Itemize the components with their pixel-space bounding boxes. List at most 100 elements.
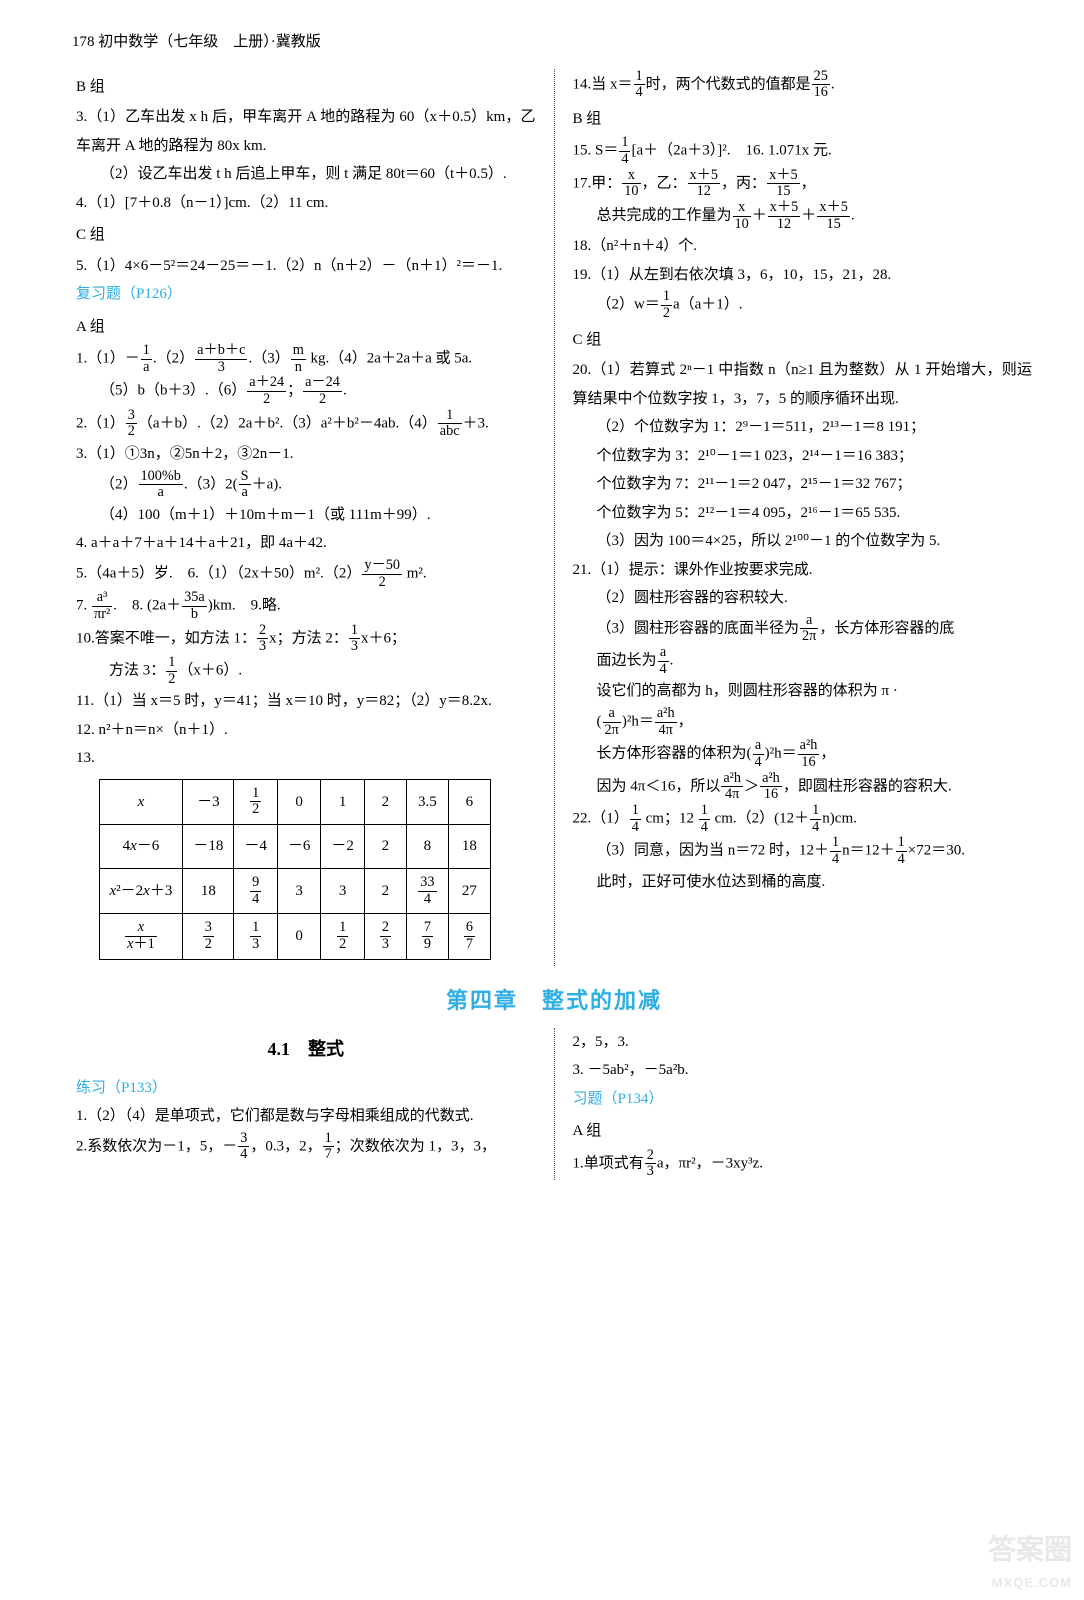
q17e-txt: 总共完成的工作量为 [597, 208, 732, 224]
a11: 11.（1）当 x＝5 时，y＝41；当 x＝10 时，y＝82；（2）y＝8.… [76, 687, 536, 716]
q21-5-txt: 长方体形容器的体积为 [597, 746, 747, 762]
watermark: 答案圈MXQE.COM [988, 1536, 1072, 1592]
td: 12 [321, 914, 365, 959]
q17: 17.甲：x10，乙：x＋512，丙：x＋515， [573, 168, 1033, 200]
r3b: a，πr²，－3xy³z. [657, 1155, 763, 1171]
q21-5b: h＝ [774, 746, 797, 762]
a4: 4. a＋a＋7＋a＋14＋a＋21，即 4a＋42. [76, 529, 536, 558]
td: 18 [448, 825, 490, 869]
q22-3: （3）同意，因为当 n＝72 时，12＋14n＝12＋14×72＝30. [573, 835, 1033, 867]
td: 2 [364, 869, 406, 914]
a3: 3.（1）①3n，②5n＋2，③2n－1. [76, 440, 536, 469]
td: 67 [448, 914, 490, 959]
td: 4x－6 [99, 825, 183, 869]
a2b: （a＋b）.（2）2a＋b².（3）a²＋b²－4ab.（4） [138, 415, 437, 431]
q14-txt: 14.当 x＝ [573, 76, 633, 92]
lower-columns: 4.1 整式 练习（P133） 1.（2）（4）是单项式，它们都是数与字母相乘组… [72, 1028, 1036, 1180]
td: 2 [364, 825, 406, 869]
q13-table: x －3 12 0 1 2 3.5 6 4x－6 －18 －4 －6 －2 2 … [99, 779, 491, 960]
a7-txt: 7. [76, 598, 91, 614]
td: 3 [277, 869, 321, 914]
l2: 2.系数依次为－1，5，－34，0.3，2，17；次数依次为 1，3，3， [76, 1131, 536, 1163]
td: －4 [234, 825, 278, 869]
l2b: ，0.3，2， [250, 1138, 321, 1154]
lianxi-link: 练习（P133） [76, 1074, 536, 1103]
q21-5c: ， [820, 746, 835, 762]
q17f: ＋ [752, 208, 767, 224]
a2c: ＋3. [463, 415, 489, 431]
td: 94 [234, 869, 278, 914]
a12: 12. n²＋n＝n×（n＋1）. [76, 716, 536, 745]
xiti-link: 习题（P134） [573, 1085, 1033, 1114]
q21-6: 因为 4π＜16，所以a²h4π＞a²h16，即圆柱形容器的容积大. [573, 771, 1033, 803]
a2: 2.（1）32（a＋b）.（2）2a＋b².（3）a²＋b²－4ab.（4）1a… [76, 408, 536, 440]
q17b: ，乙： [642, 175, 687, 191]
a1c: .（3） [248, 351, 289, 367]
a3-2: （2）100%ba.（3）2(Sa＋a). [76, 469, 536, 501]
a10d: 方法 3：12（x＋6）. [76, 655, 536, 687]
table-header-row: x －3 12 0 1 2 3.5 6 [99, 779, 490, 824]
q17g: ＋ [801, 208, 816, 224]
group-a-label: A 组 [76, 313, 536, 342]
a1-txt: 1.（1）－ [76, 351, 140, 367]
column-divider [554, 69, 555, 966]
q5: 5.（1）4×6－5²＝24－25＝－1.（2）n（n＋2）－（n＋1）²＝－1… [76, 252, 536, 281]
q17d: ， [801, 175, 816, 191]
td: 13 [234, 914, 278, 959]
q21-3-txt: （3）圆柱形容器的底面半径为 [597, 620, 800, 636]
q20-2d: 个位数字为 5：2¹²－1＝4 095，2¹⁶－1＝65 535. [573, 499, 1033, 528]
r3: 1.单项式有23a，πr²，－3xy³z. [573, 1148, 1033, 1180]
td: 3 [321, 869, 365, 914]
a7b: . 8. [113, 598, 147, 614]
th: －3 [183, 779, 234, 824]
q20-3: （3）因为 100＝4×25，所以 2¹⁰⁰－1 的个位数字为 5. [573, 527, 1033, 556]
a2-txt: 2.（1） [76, 415, 125, 431]
th: 1 [321, 779, 365, 824]
q20-1: 20.（1）若算式 2ⁿ－1 中指数 n（n≥1 且为整数）从 1 开始增大，则… [573, 356, 1033, 413]
left-column: B 组 3.（1）乙车出发 x h 后，甲车离开 A 地的路程为 60（x＋0.… [72, 69, 550, 966]
a1: 1.（1）－1a.（2）a＋b＋c3.（3）mn kg.（4）2a＋2a＋a 或… [76, 343, 536, 375]
table-row: xx＋1 32 13 0 12 23 79 67 [99, 914, 490, 959]
group-b-r: B 组 [573, 105, 1033, 134]
a5-txt: 5.（4a＋5）岁. 6.（1）（2x＋50）m².（2） [76, 565, 361, 581]
q4: 4.（1）[7＋0.8（n－1）]cm.（2）11 cm. [76, 189, 536, 218]
a3-2a: （2） [100, 476, 138, 492]
q14b: 时，两个代数式的值都是 [646, 76, 811, 92]
td: x²－2x＋3 [99, 869, 183, 914]
fuxi-link: 复习题（P126） [76, 280, 536, 309]
group-c-r: C 组 [573, 326, 1033, 355]
td: 27 [448, 869, 490, 914]
td: 18 [183, 869, 234, 914]
a3-2c: . [278, 476, 282, 492]
lower-divider [554, 1028, 555, 1180]
q15-txt: 15. S＝ [573, 143, 619, 159]
q20-2c: 个位数字为 7：2¹¹－1＝2 047，2¹⁵－1＝32 767； [573, 470, 1033, 499]
q19-2: （2）w＝12a（a＋1）. [573, 289, 1033, 321]
a1e-txt: （5）b（b＋3）.（6） [100, 383, 246, 399]
q15b: [a＋（2a＋3）]². 16. 1.071x 元. [631, 143, 831, 159]
section-title: 4.1 整式 [76, 1032, 536, 1066]
a3-2b: .（3）2 [184, 476, 233, 492]
q22c: cm.（2） [711, 811, 774, 827]
a13: 13. [76, 744, 536, 773]
td: 32 [183, 914, 234, 959]
q17-txt: 17.甲： [573, 175, 622, 191]
q3-2: （2）设乙车出发 t h 后追上甲车，则 t 满足 80t＝60（t＋0.5）. [76, 160, 536, 189]
td: －18 [183, 825, 234, 869]
group-b-label: B 组 [76, 73, 536, 102]
td: 79 [406, 914, 448, 959]
a10b: x；方法 2： [269, 630, 348, 646]
l1: 1.（2）（4）是单项式，它们都是数与字母相乘组成的代数式. [76, 1102, 536, 1131]
q20-2b: 个位数字为 3：2¹⁰－1＝1 023，2¹⁴－1＝16 383； [573, 442, 1033, 471]
q22: 22.（1）14 cm；12 14 cm.（2）(12＋14n)cm. [573, 803, 1033, 835]
a10-txt: 10.答案不唯一，如方法 1： [76, 630, 256, 646]
q14: 14.当 x＝14时，两个代数式的值都是2516. [573, 69, 1033, 101]
q22-3b: n＝12＋ [842, 843, 895, 859]
lower-right: 2，5，3. 3. －5ab²，－5a²b. 习题（P134） A 组 1.单项… [559, 1028, 1037, 1180]
td: 0 [277, 914, 321, 959]
a10: 10.答案不唯一，如方法 1：23x；方法 2：13x＋6； [76, 623, 536, 655]
q17e: 总共完成的工作量为x10＋x＋512＋x＋515. [573, 200, 1033, 232]
a1e: （5）b（b＋3）.（6）a＋242；a－242. [76, 375, 536, 407]
q3-1: 3.（1）乙车出发 x h 后，甲车离开 A 地的路程为 60（x＋0.5）km… [76, 103, 536, 160]
q22-3c: ×72＝30. [908, 843, 965, 859]
